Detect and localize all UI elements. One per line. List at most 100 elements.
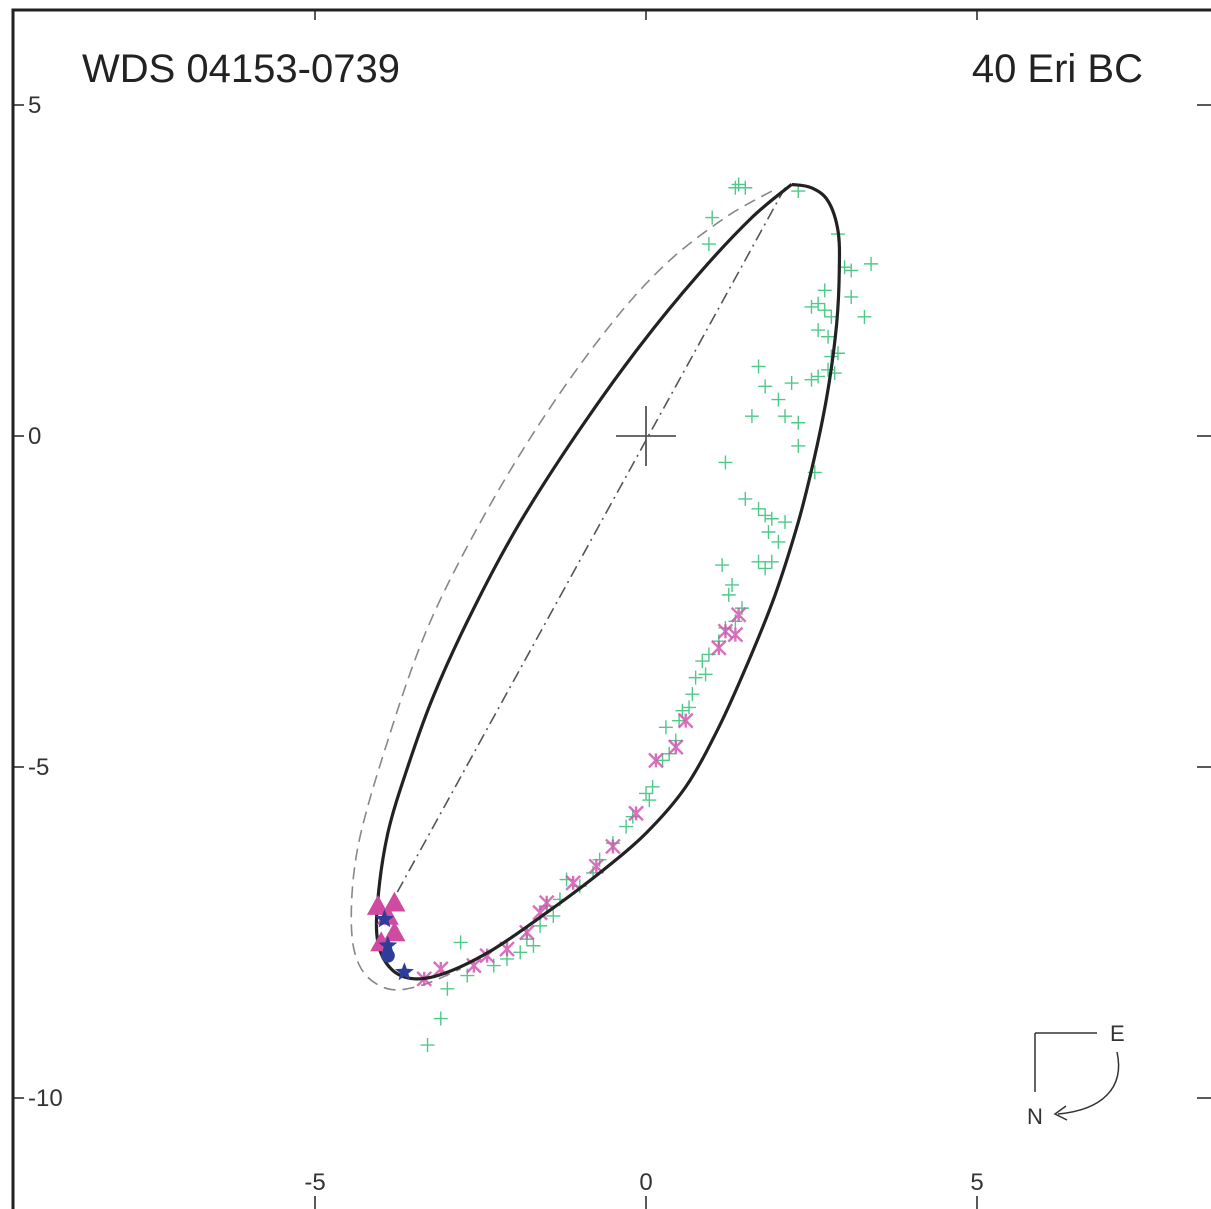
speckle-observation-point [717, 623, 734, 640]
speckle-observation-point [710, 639, 727, 656]
orbit-previous [350, 190, 773, 991]
visual-observation-point [764, 554, 779, 569]
visual-observation-point [784, 376, 799, 391]
visual-observation-point [453, 935, 468, 950]
chart-title-left: WDS 04153-0739 [82, 47, 400, 91]
visual-observation-point [744, 409, 759, 424]
compass-north-label: N [1027, 1104, 1043, 1129]
tick-marks [13, 10, 1211, 1209]
node-line-layer [387, 187, 786, 910]
x-tick-label: 5 [970, 1169, 983, 1196]
visual-observation-point [791, 438, 806, 453]
tick-labels: -5 0 5 5 0 -5 -10 [28, 92, 984, 1196]
x-tick-label: 0 [639, 1169, 652, 1196]
visual-observation-point [440, 981, 455, 996]
visual-observation-point [771, 534, 786, 549]
visual-observation-point [731, 177, 746, 192]
visual-observation-point [804, 372, 819, 387]
speckle-observation-point [648, 752, 664, 769]
visual-observation-point [639, 786, 653, 801]
triangle-observation-point [383, 891, 406, 912]
compass-arrowhead [1053, 1105, 1068, 1121]
visual-observation-point [844, 263, 859, 278]
plot-frame [11, 8, 1211, 1209]
compass-arrow [1057, 1051, 1120, 1115]
visual-observation-point [804, 299, 819, 314]
visual-observation-point [725, 577, 740, 592]
visual-observation-point [619, 819, 634, 834]
speckle-observation-point [727, 626, 744, 643]
visual-observation-point [658, 720, 673, 735]
visual-observation-point [433, 1011, 448, 1026]
triangle-observation-point [383, 921, 406, 942]
visual-observation-point [751, 501, 766, 516]
visual-observation-point [761, 524, 776, 539]
visual-observation-point [718, 455, 733, 470]
visual-observation-point [672, 713, 687, 728]
primary-star-marker [616, 406, 676, 466]
chart-title-right: 40 Eri BC [972, 47, 1143, 91]
speckle-observation-point [605, 838, 621, 855]
visual-observation-point [791, 415, 806, 430]
visual-observation-point [758, 508, 773, 523]
visual-observation-point [758, 561, 773, 576]
line-of-nodes [387, 187, 786, 910]
primary-layer [616, 406, 676, 466]
visual-observation-point [844, 289, 859, 304]
visual-observation-point [642, 793, 657, 808]
visual-observation-point [811, 323, 826, 338]
visual-observation-point [817, 283, 832, 298]
visual-observation-point [778, 409, 793, 424]
x-tick-label: -5 [304, 1169, 325, 1196]
visual-observation-point [533, 918, 548, 933]
observation-layer [416, 177, 879, 1053]
y-tick-label: -5 [28, 754, 49, 781]
visual-observation-point [738, 180, 753, 195]
visual-observation-point [821, 329, 836, 344]
special-markers-layer [366, 891, 414, 981]
visual-observation-point [682, 700, 697, 715]
circle-observation-point [380, 948, 395, 963]
visual-observation-point [701, 237, 716, 252]
visual-observation-point [738, 491, 753, 506]
visual-observation-point [864, 256, 879, 271]
visual-observation-point [771, 392, 786, 407]
visual-observation-point [698, 667, 713, 682]
orbit-previous-layer [350, 190, 773, 991]
visual-observation-point [857, 309, 872, 324]
visual-observation-point [420, 1038, 435, 1053]
visual-observation-point [758, 379, 773, 394]
speckle-observation-point [565, 875, 582, 891]
visual-observation-point [751, 359, 766, 374]
speckle-observation-point [730, 606, 747, 623]
visual-observation-point [513, 945, 528, 960]
visual-observation-point [705, 210, 720, 225]
visual-observation-point [685, 687, 700, 702]
compass-east-label: E [1110, 1021, 1125, 1046]
star-observation-point [394, 962, 414, 981]
orbit-current [374, 182, 842, 981]
orbit-current-layer [374, 182, 842, 981]
speckle-observation-point [677, 712, 694, 729]
compass-axes [1034, 1032, 1097, 1092]
visual-observation-point [655, 753, 670, 768]
y-tick-label: 5 [28, 92, 41, 119]
star-observation-point [378, 935, 398, 954]
visual-observation-point [675, 703, 690, 718]
visual-observation-point [546, 908, 561, 923]
visual-observation-point [778, 515, 793, 530]
y-tick-label: 0 [28, 423, 41, 450]
visual-observation-point [811, 369, 826, 384]
visual-observation-point [764, 511, 779, 526]
visual-observation-point [695, 654, 710, 669]
speckle-observation-point [628, 805, 644, 822]
visual-observation-point [751, 554, 766, 569]
visual-observation-point [688, 670, 703, 685]
y-tick-label: -10 [28, 1085, 63, 1112]
visual-observation-point [817, 303, 832, 318]
triangle-observation-point [366, 895, 389, 915]
star-observation-point [375, 909, 394, 928]
visual-observation-point [721, 587, 736, 602]
visual-observation-point [645, 779, 660, 794]
